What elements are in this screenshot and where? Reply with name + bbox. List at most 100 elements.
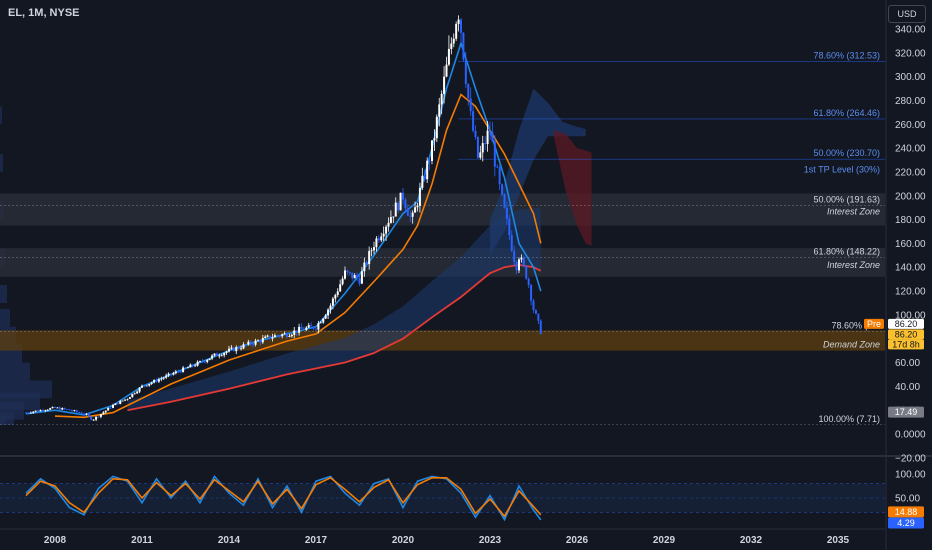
candle-body-47 (138, 387, 141, 392)
candle-body-126 (329, 305, 332, 310)
x-tick-9: 2035 (827, 535, 850, 546)
candle-body-160 (411, 212, 414, 217)
candle-157 (404, 197, 407, 213)
candle-121 (317, 320, 320, 334)
y-tick-17: 0.0000 (895, 430, 926, 441)
candle-body-89 (240, 348, 243, 350)
y-tick-8: 180.00 (895, 215, 926, 226)
candle-79 (215, 352, 218, 356)
candle-body-16 (63, 408, 66, 410)
candle-89 (240, 345, 243, 351)
candle-body-191 (486, 130, 489, 145)
candle-83 (225, 350, 228, 355)
candle-143 (370, 247, 373, 257)
candle-208 (527, 277, 530, 289)
candle-71 (196, 360, 199, 367)
candle-111 (293, 326, 296, 339)
candle-body-61 (172, 373, 175, 375)
candle-1 (27, 411, 30, 414)
candle-body-29 (95, 416, 98, 420)
candle-body-9 (46, 409, 49, 411)
candle-59 (167, 372, 170, 378)
candle-103 (273, 333, 276, 338)
candle-3 (32, 411, 35, 414)
candle-body-193 (491, 132, 494, 142)
y-tick-0: 340.00 (895, 25, 926, 36)
volume-profile-bar-13 (0, 106, 2, 125)
candle-body-120 (315, 328, 317, 330)
candle-200 (508, 215, 511, 241)
y-tick-10: 140.00 (895, 263, 926, 274)
candle-body-132 (344, 270, 346, 279)
candle-90 (242, 342, 245, 350)
candle-body-70 (194, 365, 197, 367)
candle-101 (269, 335, 272, 340)
candle-body-159 (409, 215, 412, 217)
zone-0 (0, 193, 885, 226)
candle-47 (138, 387, 141, 394)
symbol-title: EL, 1M, NYSE (8, 7, 80, 19)
candle-117 (307, 322, 310, 329)
candle-body-46 (136, 391, 139, 394)
candle-body-19 (70, 410, 73, 412)
currency-button[interactable]: USD (888, 5, 926, 23)
candle-190 (484, 136, 487, 151)
candle-body-206 (522, 257, 525, 266)
candle-28 (92, 419, 95, 421)
candle-113 (298, 323, 301, 336)
candle-85 (230, 345, 233, 350)
x-tick-5: 2023 (479, 535, 502, 546)
candle-57 (162, 376, 165, 380)
candle-body-94 (252, 344, 255, 346)
candle-39 (119, 399, 122, 405)
candle-body-12 (54, 407, 56, 408)
candle-body-51 (148, 383, 151, 386)
candle-191 (486, 120, 489, 152)
candle-body-66 (184, 367, 187, 369)
candle-body-167 (428, 160, 431, 162)
candle-body-150 (387, 222, 390, 227)
candle-63 (177, 369, 180, 374)
volume-profile-bar-5 (0, 362, 30, 381)
candle-body-2 (29, 412, 32, 414)
candle-body-118 (310, 325, 313, 327)
candle-4 (34, 410, 37, 413)
candle-body-149 (385, 226, 388, 234)
candle-124 (324, 313, 327, 320)
fib-top-label-2: 50.00% (230.70) (813, 148, 880, 158)
candle-body-76 (208, 358, 211, 361)
candle-135 (351, 272, 354, 281)
candle-180 (460, 18, 462, 43)
candle-body-107 (283, 333, 286, 335)
candle-body-131 (341, 278, 344, 285)
candle-156 (402, 187, 404, 205)
candle-81 (220, 353, 223, 357)
candle-16 (63, 407, 66, 411)
candle-162 (416, 202, 419, 212)
candle-body-115 (302, 328, 305, 330)
candle-119 (312, 325, 315, 331)
candle-body-50 (145, 385, 148, 387)
candle-96 (257, 339, 259, 342)
x-tick-3: 2017 (305, 535, 328, 546)
candle-body-83 (225, 351, 228, 353)
candle-77 (211, 354, 214, 361)
candle-body-32 (102, 412, 105, 415)
candle-body-93 (249, 341, 252, 345)
candle-33 (104, 410, 107, 414)
candle-100 (266, 334, 269, 338)
y-tick-18: −20.00 (895, 453, 926, 464)
candle-body-134 (348, 271, 351, 273)
candle-183 (467, 83, 470, 106)
stoch-band-fill (0, 483, 885, 513)
candle-body-35 (109, 407, 112, 409)
candle-12 (54, 406, 56, 408)
candle-197 (501, 183, 504, 196)
candle-body-39 (119, 401, 122, 405)
candle-41 (124, 399, 127, 402)
candle-body-196 (498, 167, 501, 185)
candle-body-113 (298, 326, 301, 333)
candle-body-11 (51, 407, 54, 409)
candle-body-182 (464, 59, 467, 85)
